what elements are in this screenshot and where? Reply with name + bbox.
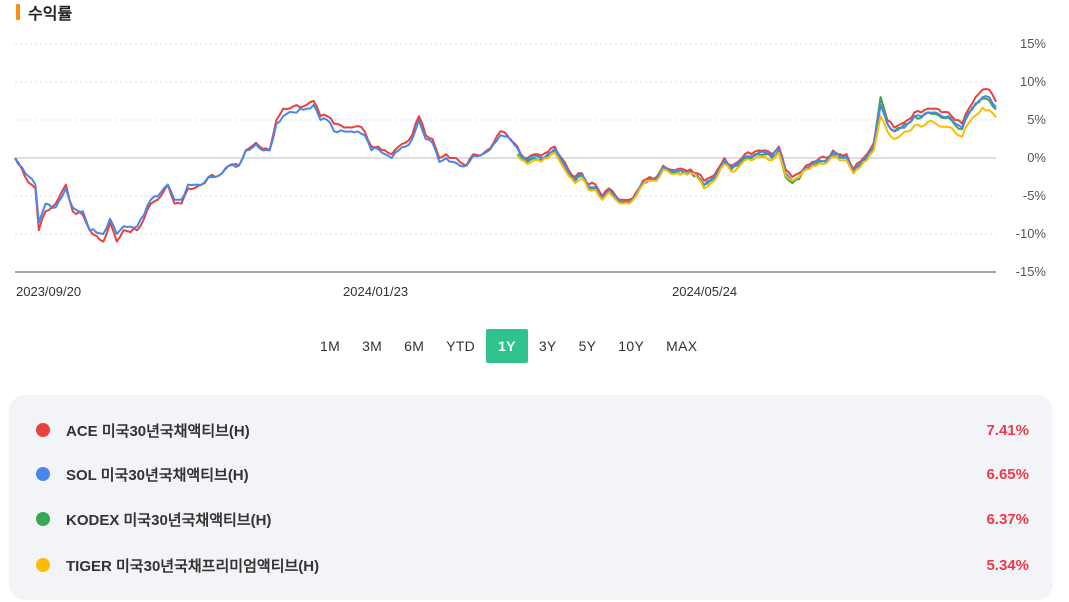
- title-accent-bar: [16, 4, 20, 20]
- x-tick-label: 2023/09/20: [16, 284, 81, 299]
- y-tick-label: 5%: [1027, 112, 1046, 127]
- legend-fund-name: KODEX 미국30년국채액티브(H): [66, 511, 272, 529]
- series-line-0: [14, 88, 997, 243]
- y-tick-label: 10%: [1020, 74, 1046, 89]
- period-button-1y[interactable]: 1Y: [486, 329, 528, 363]
- y-tick-label: 0%: [1027, 150, 1046, 165]
- legend-color-dot: [36, 423, 50, 437]
- y-tick-label: -10%: [1016, 226, 1047, 241]
- period-button-1m[interactable]: 1M: [320, 338, 341, 354]
- y-tick-label: -5%: [1023, 188, 1047, 203]
- period-button-3y[interactable]: 3Y: [538, 338, 557, 354]
- legend-return-value: 5.34%: [986, 556, 1029, 574]
- legend-item: TIGER 미국30년국채프리미엄액티브(H) 5.34%: [9, 550, 1053, 580]
- legend-fund-name: TIGER 미국30년국채프리미엄액티브(H): [66, 557, 320, 575]
- legend-panel: ACE 미국30년국채액티브(H) 7.41% SOL 미국30년국채액티브(H) 6…: [9, 395, 1053, 600]
- period-button-5y[interactable]: 5Y: [578, 338, 597, 354]
- series-line-3: [516, 106, 997, 205]
- y-tick-label: 15%: [1020, 36, 1046, 51]
- chart-title-text: 수익률: [28, 6, 73, 23]
- x-tick-label: 2024/01/23: [343, 284, 408, 299]
- series-line-1: [14, 95, 997, 235]
- legend-item: ACE 미국30년국채액티브(H) 7.41%: [9, 415, 1053, 445]
- legend-return-value: 6.65%: [986, 465, 1029, 483]
- legend-fund-name: SOL 미국30년국채액티브(H): [66, 466, 249, 484]
- legend-return-value: 7.41%: [986, 421, 1029, 439]
- period-button-ytd[interactable]: YTD: [446, 338, 476, 354]
- legend-item: SOL 미국30년국채액티브(H) 6.65%: [9, 459, 1053, 489]
- period-button-6m[interactable]: 6M: [404, 338, 425, 354]
- period-button-max[interactable]: MAX: [666, 338, 698, 354]
- legend-color-dot: [36, 467, 50, 481]
- period-button-3m[interactable]: 3M: [362, 338, 383, 354]
- return-line-chart: 15% 10% 5% 0% -5% -10% -15% 2023/09/20 2024/01/…: [14, 36, 1047, 299]
- x-tick-label: 2024/05/24: [672, 284, 737, 299]
- legend-item: KODEX 미국30년국채액티브(H) 6.37%: [9, 504, 1053, 534]
- legend-color-dot: [36, 558, 50, 572]
- chart-series: [14, 88, 997, 243]
- chart-title: 수익률: [16, 2, 73, 23]
- period-button-10y[interactable]: 10Y: [618, 338, 645, 354]
- legend-return-value: 6.37%: [986, 510, 1029, 528]
- y-tick-label: -15%: [1016, 264, 1047, 279]
- y-axis-labels: 15% 10% 5% 0% -5% -10% -15%: [1016, 36, 1047, 279]
- x-axis-labels: 2023/09/20 2024/01/23 2024/05/24: [16, 284, 737, 299]
- period-selector: 1M 3M 6M YTD 1Y 3Y 5Y 10Y MAX: [309, 329, 708, 363]
- legend-color-dot: [36, 512, 50, 526]
- legend-fund-name: ACE 미국30년국채액티브(H): [66, 422, 250, 440]
